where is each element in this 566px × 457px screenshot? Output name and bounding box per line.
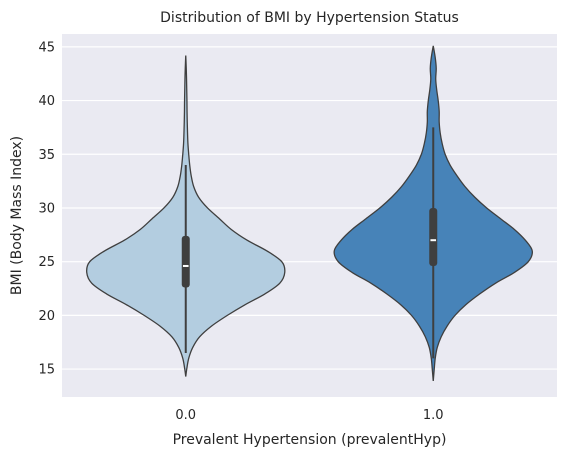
violin-iqr-box	[429, 207, 438, 266]
y-axis-label: BMI (Body Mass Index)	[9, 136, 25, 295]
y-tick-label: 45	[38, 40, 55, 55]
y-tick-label: 35	[38, 148, 55, 163]
x-axis-label: Prevalent Hypertension (prevalentHyp)	[173, 432, 447, 448]
y-tick-labels: 15 20 25 30 35 40 45	[38, 40, 55, 377]
x-tick-label: 0.0	[175, 408, 196, 423]
violins	[86, 45, 533, 381]
violin-iqr-box	[181, 235, 190, 288]
y-tick-label: 25	[38, 255, 55, 270]
y-tick-label: 30	[38, 201, 55, 216]
y-tick-label: 40	[38, 94, 55, 109]
x-tick-label: 1.0	[423, 408, 444, 423]
x-tick-labels: 0.0 1.0	[175, 408, 443, 423]
y-tick-label: 20	[38, 309, 55, 324]
chart-title: Distribution of BMI by Hypertension Stat…	[160, 10, 459, 26]
y-tick-label: 15	[38, 363, 55, 378]
